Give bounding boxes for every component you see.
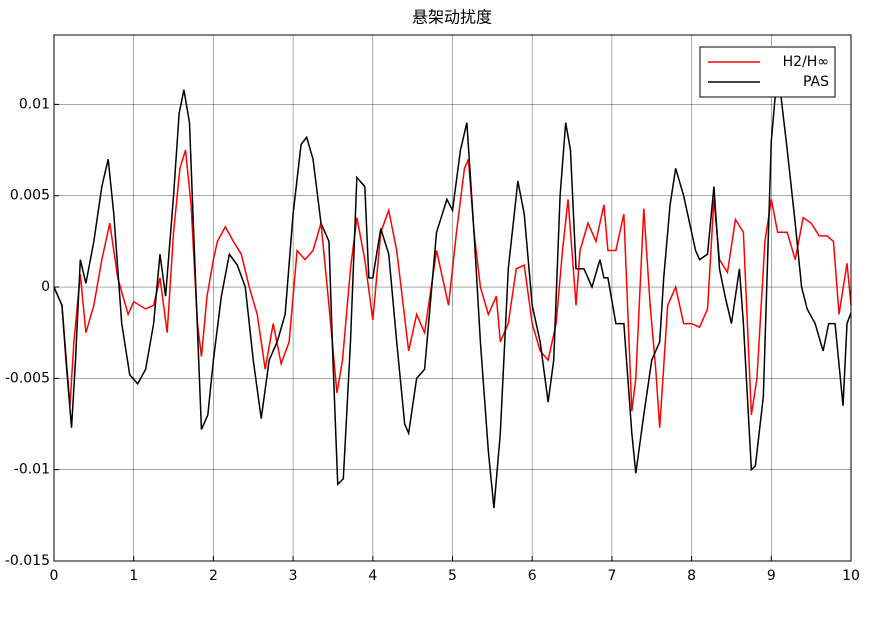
plot-frame: [53, 34, 852, 562]
x-tick-label: 4: [368, 568, 377, 584]
x-tick-label: 7: [607, 568, 616, 584]
legend-box: [699, 46, 836, 98]
legend-label: H2/H∞: [783, 54, 829, 70]
x-tick-label: 6: [528, 568, 537, 584]
y-tick-label: -0.015: [5, 553, 50, 569]
y-tick-label: 0: [41, 279, 50, 295]
chart-title: 悬架动扰度: [412, 8, 492, 27]
y-tick-label: -0.01: [14, 462, 50, 478]
y-tick-label: 0.005: [10, 188, 50, 204]
x-tick-label: 0: [50, 568, 59, 584]
y-tick-label: -0.005: [5, 370, 50, 386]
series-line: [53, 83, 852, 509]
x-tick-label: 2: [209, 568, 218, 584]
x-tick-label: 3: [289, 568, 298, 584]
x-tick-label: 1: [129, 568, 138, 584]
legend-label: PAS: [803, 74, 829, 90]
x-tick-label: 8: [687, 568, 696, 584]
x-tick-label: 9: [767, 568, 776, 584]
x-tick-label: 5: [448, 568, 457, 584]
x-tick-label: 10: [842, 568, 860, 584]
y-tick-label: 0.01: [19, 96, 50, 112]
